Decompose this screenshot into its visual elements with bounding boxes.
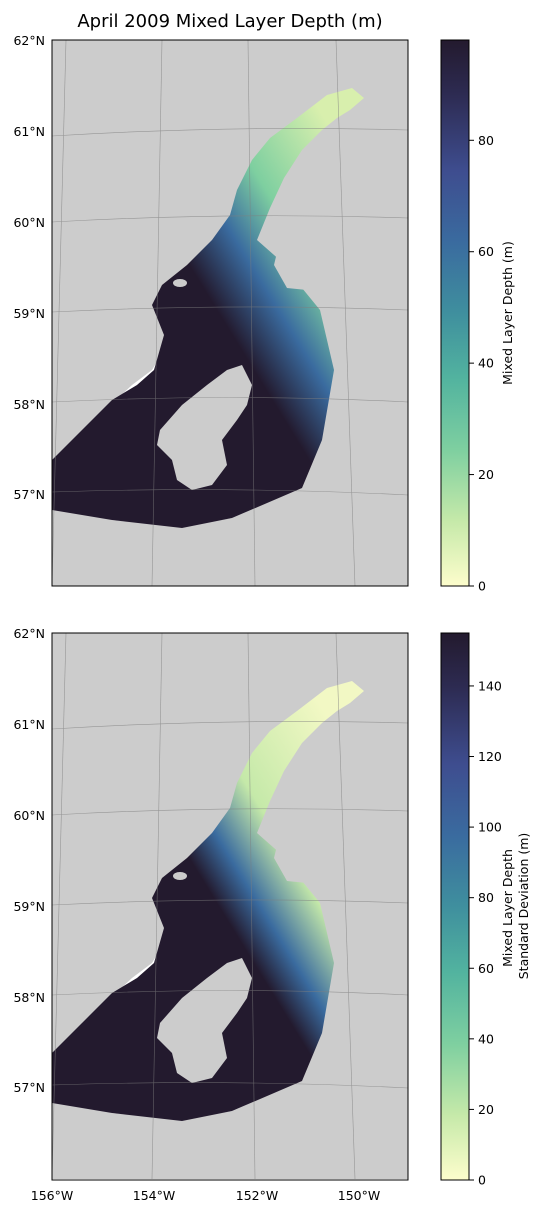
lat-label: 59°N xyxy=(13,899,45,914)
colorbar-tick-label: 80 xyxy=(478,133,494,148)
island-small-2 xyxy=(144,1127,160,1135)
lat-label: 61°N xyxy=(13,717,45,732)
colorbar-label: Mixed Layer Depth (m) xyxy=(500,241,515,385)
colorbar-tick-label: 60 xyxy=(478,244,494,259)
colorbar-tick-label: 20 xyxy=(478,1102,494,1117)
colorbar-mld-std: 0 20 40 60 80 100 120 140 Mixed Layer Depth Sta… xyxy=(440,632,531,1188)
figure-title: April 2009 Mixed Layer Depth (m) xyxy=(77,11,382,32)
lat-labels: 62°N 61°N 60°N 59°N 58°N 57°N xyxy=(13,626,45,1095)
graticule xyxy=(52,40,408,586)
lat-label: 57°N xyxy=(13,487,45,502)
field-region xyxy=(52,681,364,1121)
colorbar-tick-label: 140 xyxy=(478,678,502,693)
map-frame xyxy=(51,632,409,1181)
colorbar-mld: 0 20 40 60 80 Mixed Layer Depth (m) xyxy=(440,39,515,594)
lat-label: 62°N xyxy=(13,33,45,48)
colorbar-tick-label: 100 xyxy=(478,820,502,835)
lon-label: 154°W xyxy=(133,1188,175,1203)
colorbar-tick-label: 60 xyxy=(478,961,494,976)
lat-label: 58°N xyxy=(13,397,45,412)
kenai-peninsula xyxy=(274,833,327,883)
island-small-3 xyxy=(173,279,187,287)
map-panel-mld-std: 62°N 61°N 60°N 59°N 58°N 57°N 156°W 154°… xyxy=(13,626,409,1203)
island-small-3 xyxy=(173,872,187,880)
colorbar-tick-label: 0 xyxy=(478,1173,486,1188)
colorbar-tick-label: 40 xyxy=(478,1031,494,1046)
lat-label: 60°N xyxy=(13,808,45,823)
island-small-1 xyxy=(123,534,151,546)
lat-labels: 62°N 61°N 60°N 59°N 58°N 57°N xyxy=(13,33,45,502)
colorbar-tick-label: 120 xyxy=(478,749,502,764)
lat-label: 60°N xyxy=(13,215,45,230)
island-small-2 xyxy=(144,534,160,542)
island-small-1 xyxy=(123,1127,151,1139)
lat-label: 58°N xyxy=(13,990,45,1005)
colorbar-tick-label: 40 xyxy=(478,356,494,371)
lon-label: 152°W xyxy=(236,1188,278,1203)
colorbar-tick-label: 80 xyxy=(478,890,494,905)
lon-label: 150°W xyxy=(338,1188,380,1203)
lon-labels: 156°W 154°W 152°W 150°W xyxy=(31,1188,380,1203)
graticule xyxy=(52,633,408,1180)
kodiak-island xyxy=(157,958,252,1083)
colorbar-gradient xyxy=(440,39,470,587)
map-panel-mld: 62°N 61°N 60°N 59°N 58°N 57°N xyxy=(13,33,409,587)
colorbar-tick-label: 0 xyxy=(478,579,486,594)
colorbar-tick-label: 20 xyxy=(478,467,494,482)
field-region xyxy=(52,88,364,528)
lon-label: 156°W xyxy=(31,1188,73,1203)
lat-label: 62°N xyxy=(13,626,45,641)
lat-label: 57°N xyxy=(13,1080,45,1095)
kenai-peninsula xyxy=(274,240,327,290)
lat-label: 61°N xyxy=(13,124,45,139)
colorbar-label: Mixed Layer Depth Standard Deviation (m) xyxy=(500,833,531,980)
map-frame xyxy=(51,39,409,587)
lat-label: 59°N xyxy=(13,306,45,321)
kodiak-island xyxy=(157,365,252,490)
colorbar-gradient xyxy=(440,632,470,1181)
